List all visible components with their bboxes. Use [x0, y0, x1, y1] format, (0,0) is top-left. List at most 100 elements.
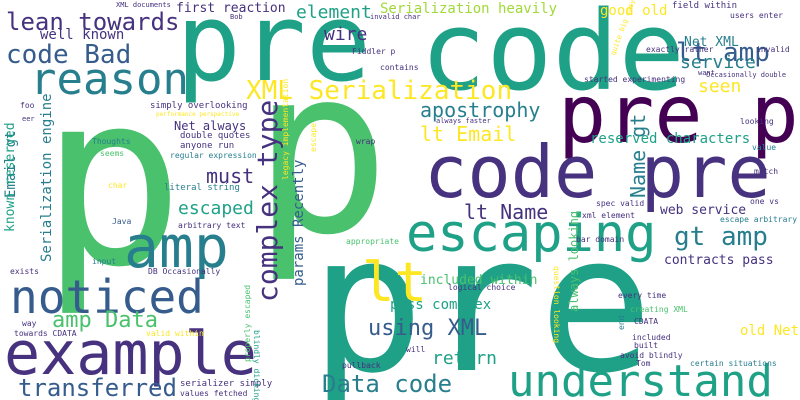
word-code-pre: code pre [424, 130, 771, 214]
word-xml-element: xml element [582, 211, 635, 220]
word-code-bad: code Bad [6, 40, 132, 70]
word-well-known: well known [40, 27, 125, 43]
word-properly-escaped: properly escaped [243, 284, 252, 362]
word-return: return [432, 348, 498, 369]
word-occasionally-double: Occasionally double [706, 71, 787, 79]
word-good-old: good old [600, 3, 668, 19]
word-code-top: code [420, 0, 685, 115]
word-towards-cdata: towards CDATA [14, 329, 77, 338]
word-serialization-heavily: Serialization heavily [380, 1, 558, 17]
word-simply-overlooking: simply overlooking [150, 101, 248, 111]
word-started-experimenting: started experimenting [584, 75, 686, 84]
word-tom: Tom [636, 359, 651, 368]
word-transferred: transferred [18, 374, 177, 400]
word-cdata: CDATA [634, 317, 659, 326]
word-avoid-blindly: avoid blindly [620, 351, 683, 360]
word-want: want [698, 69, 715, 77]
word-double-quotes: double quotes [180, 131, 251, 141]
word-logical-choice: logical choice [448, 283, 516, 292]
word-way: way [22, 319, 37, 328]
word-old-net: old Net [740, 323, 800, 339]
word-wrap: wrap [356, 137, 376, 146]
word-must: must [206, 164, 255, 188]
word-lean-towards: lean towards [6, 8, 180, 36]
word-certain-situations: certain situations [690, 359, 777, 368]
word-pass-complex: pass complex [390, 297, 492, 313]
word-noticed: noticed [10, 270, 204, 324]
word-match: match [754, 167, 779, 176]
word-end: end [617, 315, 626, 330]
word-apostrophy: apostrophy [420, 98, 541, 122]
word-legacy-implementation: legacy implementation [281, 78, 290, 180]
word-escape-arbitrary: escape arbitrary [720, 215, 798, 224]
word-web-service: web service [660, 203, 747, 218]
word-seems: seems [100, 149, 125, 158]
word-p-big-left: p [40, 40, 185, 320]
word-db-occasionally: DB Occasionally [148, 267, 221, 276]
word-seen: seen [698, 76, 742, 97]
word-lt-name: lt Name [464, 200, 549, 224]
word-always-looking: always looking [567, 210, 581, 312]
word-pullback: pullback [342, 361, 381, 370]
word-pre-bottom: pre [310, 194, 654, 400]
word-blindly-dicking: blindly dicking [252, 330, 261, 400]
word-bob: Bob [230, 13, 243, 21]
word-first-reaction: first reaction [176, 1, 286, 16]
word-service: service [680, 52, 756, 73]
word-regular-expression: regular expression [170, 151, 257, 160]
word-exists: exists [10, 267, 39, 276]
word-every-time: every time [618, 291, 667, 300]
word-spec-valid: spec valid [596, 199, 645, 208]
word-invalid: invalid [756, 45, 790, 54]
word-contains: contains [380, 63, 419, 72]
word-net-always: Net always [174, 119, 247, 133]
word-char-left: char [108, 181, 128, 190]
word-contracts-pass: contracts pass [664, 253, 774, 268]
word-built: built [634, 341, 659, 350]
word-exactly-rather: exactly rather [646, 45, 714, 54]
word-example: example [4, 319, 257, 389]
word-one-vs: one vs [750, 197, 779, 206]
word-reason: reason [30, 54, 189, 105]
word-element: element [296, 2, 372, 23]
word-net-xml: Net XML [684, 35, 739, 50]
word-literal-string: literal string [164, 183, 240, 193]
word-anyone-run: anyone run [180, 141, 235, 151]
word-foo: foo [20, 101, 35, 110]
word-amp: amp [124, 213, 229, 281]
word-serialization-engine: Serialization engine [39, 93, 55, 262]
word-p-big-center: p [252, 19, 391, 286]
word-eer: eer [22, 115, 35, 123]
word-thoughts: Thoughts [92, 137, 131, 146]
word-name-gt: Name gt [626, 113, 650, 198]
word-escape: escape [309, 123, 318, 152]
word-pre-top: pre [176, 0, 372, 106]
word-values-fetched: values fetched [180, 389, 248, 398]
word-params-recently: params Recently [291, 159, 307, 286]
word-xml-documents: XML documents [116, 1, 171, 9]
word-lt-yellow: lt [362, 251, 428, 314]
word-always-faster: always faster [436, 117, 491, 125]
word-will: will [406, 345, 426, 354]
word-lt-email: lt Email [420, 122, 517, 146]
word-looking: looking [740, 117, 774, 126]
word-serializer-simply: serializer simply [180, 379, 273, 389]
word-included: included [632, 333, 671, 342]
word-amp-data: amp Data [52, 308, 158, 333]
word-understand: understand [508, 356, 773, 400]
word-value: value [752, 143, 777, 152]
word-pre-p: pre p [558, 68, 799, 161]
word-users-enter: users enter [730, 11, 783, 20]
word-arbitrary-text: arbitrary text [178, 221, 246, 230]
word-escaped: escaped [178, 198, 254, 219]
word-using-xml: using XML [368, 316, 488, 341]
word-invalid-char: invalid char [370, 13, 421, 21]
word-reserved-characters: reserved characters [590, 131, 751, 147]
word-question-looking: question looking [552, 266, 561, 344]
word-included-within: included within [420, 273, 538, 288]
word-wire: wire [324, 24, 368, 45]
word-creating-xml: creating XML [630, 305, 688, 314]
word-known-reserved: known reserved [3, 122, 18, 232]
word-valid-within: valid within [146, 329, 204, 338]
